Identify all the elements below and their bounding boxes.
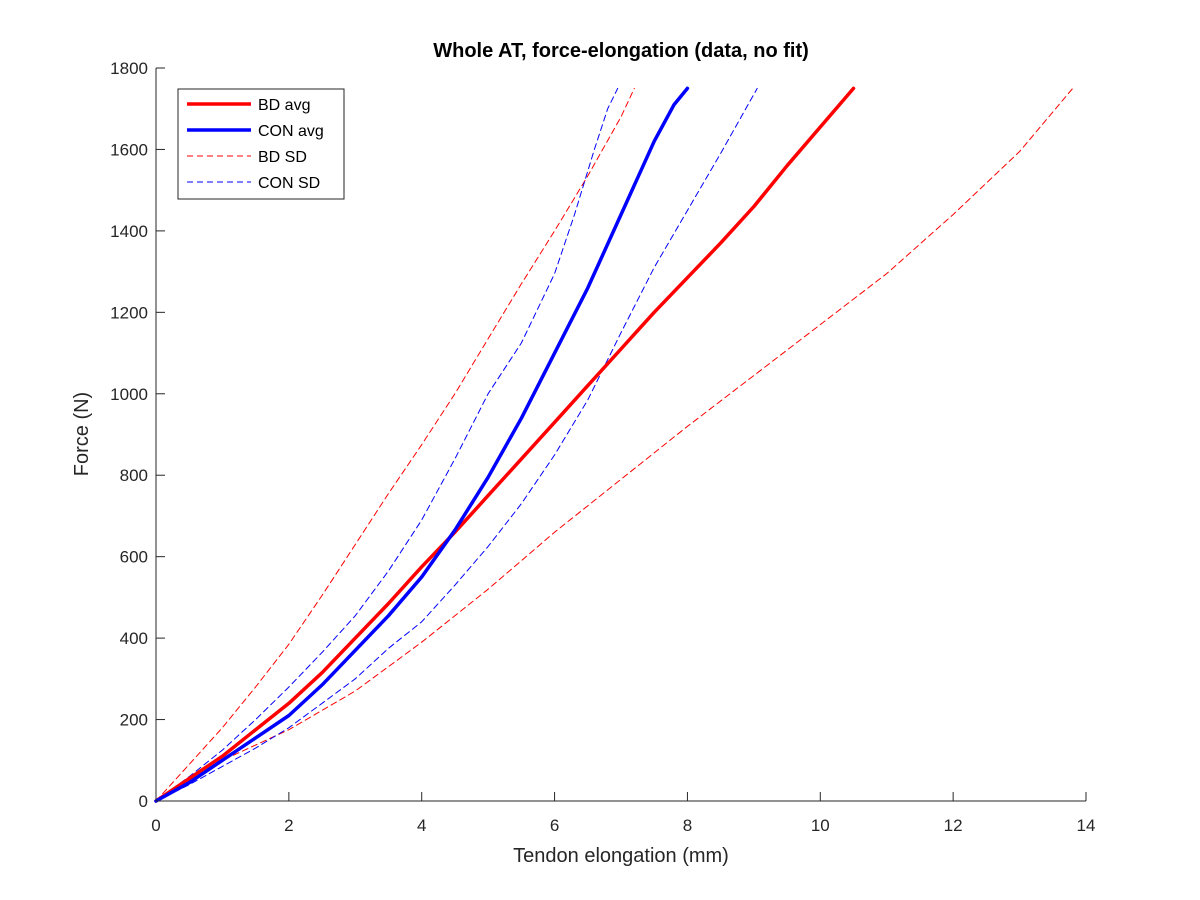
plot-lines: [154, 86, 1074, 803]
y-tick-label: 800: [120, 466, 148, 485]
legend-box: [177, 88, 345, 200]
chart-title: Whole AT, force-elongation (data, no fit…: [433, 40, 809, 62]
x-tick-label: 6: [550, 816, 559, 835]
legend-label: CON avg: [258, 123, 324, 140]
x-axis-label: Tendon elongation (mm): [513, 845, 729, 867]
legend: BD avg CON avg BD SD CON SD: [177, 88, 345, 200]
x-tick-label: 12: [944, 816, 963, 835]
axes: 0 2 4 6 8 10 12 14 0 200 400 600 800 1000 1200 1400 1600…: [110, 59, 1095, 835]
series-line-con-sd: [155, 87, 619, 802]
y-tick-label: 600: [120, 548, 148, 567]
y-tick-label: 200: [120, 711, 148, 730]
legend-label: BD avg: [258, 97, 310, 114]
legend-label: BD SD: [258, 149, 307, 166]
y-tick-label: 400: [120, 629, 148, 648]
series-line-con-avg: [154, 86, 690, 803]
x-tick-label: 2: [284, 816, 293, 835]
series-line-con-sd: [155, 87, 758, 802]
x-tick-label: 10: [811, 816, 830, 835]
y-tick-label: 1200: [110, 303, 148, 322]
series-line-bd-sd: [155, 87, 1074, 802]
legend-label: CON SD: [258, 175, 320, 192]
y-tick-label: 1400: [110, 222, 148, 241]
y-tick-label: 1000: [110, 385, 148, 404]
series-line-bd-avg: [154, 86, 856, 803]
y-tick-label: 1800: [110, 59, 148, 78]
x-tick-label: 4: [417, 816, 426, 835]
x-tick-label: 14: [1077, 816, 1096, 835]
y-tick-label: 0: [139, 792, 148, 811]
x-tick-label: 0: [151, 816, 160, 835]
x-tick-label: 8: [683, 816, 692, 835]
y-axis-label: Force (N): [71, 392, 93, 476]
y-tick-label: 1600: [110, 140, 148, 159]
series-line-bd-sd: [155, 87, 635, 802]
